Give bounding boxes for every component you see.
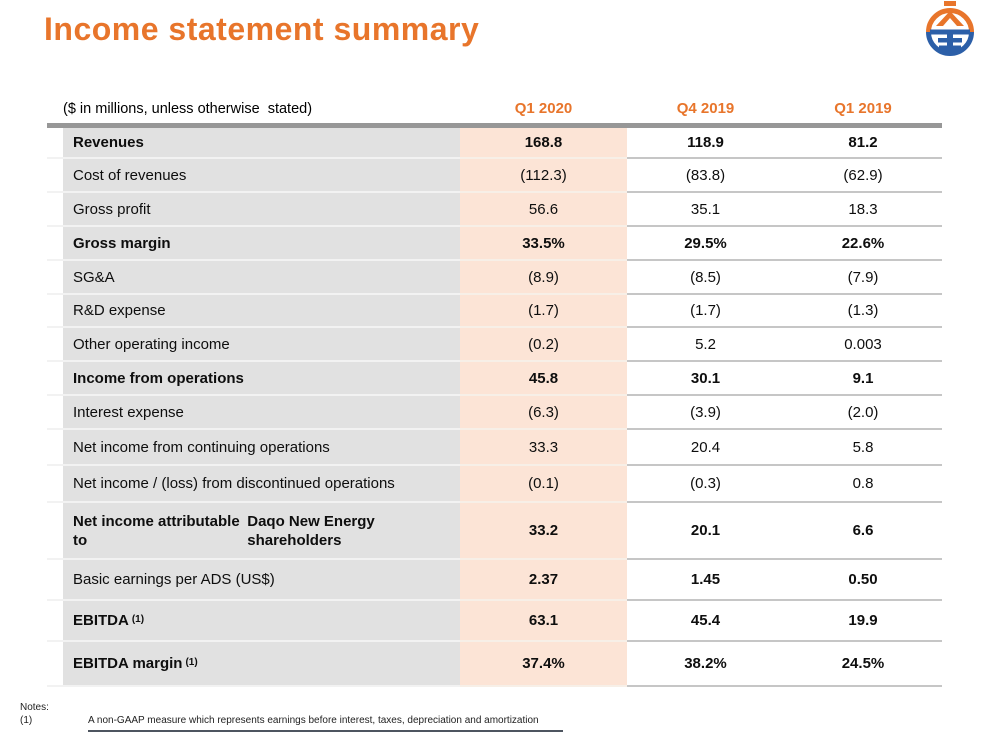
- table-header-row: ($ in millions, unless otherwise stated)…: [47, 95, 942, 123]
- cell-q4-2019: (83.8): [627, 159, 784, 193]
- cell-q1-2019: (2.0): [784, 396, 942, 430]
- cell-q1-2020: 33.2: [460, 503, 627, 560]
- cell-q1-2020: (6.3): [460, 396, 627, 430]
- cell-q4-2019: 20.1: [627, 503, 784, 560]
- cell-q4-2019: 118.9: [627, 128, 784, 159]
- unit-note: ($ in millions, unless otherwise stated): [63, 101, 313, 117]
- cell-q1-2019: 24.5%: [784, 642, 942, 687]
- cell-q1-2019: (1.3): [784, 295, 942, 328]
- cell-q1-2020: 33.5%: [460, 227, 627, 261]
- table-row: EBITDA (1) 63.1 45.4 19.9: [47, 601, 942, 642]
- table-row: Revenues 168.8 118.9 81.2: [47, 128, 942, 159]
- cell-q1-2020: (1.7): [460, 295, 627, 328]
- cell-q4-2019: (1.7): [627, 295, 784, 328]
- footnote-ref: (1): [185, 657, 198, 668]
- cell-q1-2019: 9.1: [784, 362, 942, 396]
- cell-q1-2019: 18.3: [784, 193, 942, 227]
- cell-q1-2019: (62.9): [784, 159, 942, 193]
- cell-q1-2020: 168.8: [460, 128, 627, 159]
- header-rule: [47, 123, 942, 128]
- footnote-ref: (1): [131, 614, 145, 625]
- row-label: R&D expense: [47, 295, 460, 328]
- note-text: A non-GAAP measure which represents earn…: [88, 715, 539, 726]
- row-label: Net income attributable to Daqo New Energ…: [47, 503, 460, 560]
- table-row: Net income attributable to Daqo New Energ…: [47, 503, 942, 560]
- cell-q1-2019: 0.8: [784, 466, 942, 503]
- row-label: Other operating income: [47, 328, 460, 362]
- table-row: Net income from continuing operations 33…: [47, 430, 942, 466]
- cell-q4-2019: 45.4: [627, 601, 784, 642]
- table-row: Cost of revenues (112.3) (83.8) (62.9): [47, 159, 942, 193]
- cell-q4-2019: (0.3): [627, 466, 784, 503]
- table-row: Income from operations 45.8 30.1 9.1: [47, 362, 942, 396]
- row-label: Gross margin: [47, 227, 460, 261]
- table-row: Gross profit 56.6 35.1 18.3: [47, 193, 942, 227]
- page-title: Income statement summary: [44, 11, 480, 47]
- table-row: Interest expense (6.3) (3.9) (2.0): [47, 396, 942, 430]
- cell-q1-2019: 6.6: [784, 503, 942, 560]
- table-row: R&D expense (1.7) (1.7) (1.3): [47, 295, 942, 328]
- column-header-q1-2019: Q1 2019: [834, 100, 892, 117]
- cell-q4-2019: 35.1: [627, 193, 784, 227]
- cell-q1-2020: 45.8: [460, 362, 627, 396]
- cell-q4-2019: (8.5): [627, 261, 784, 295]
- note-item: (1) A non-GAAP measure which represents …: [20, 715, 539, 727]
- cell-q4-2019: 29.5%: [627, 227, 784, 261]
- column-header-q1-2020: Q1 2020: [514, 100, 573, 117]
- row-label: EBITDA (1): [47, 601, 460, 642]
- cell-q1-2019: 19.9: [784, 601, 942, 642]
- cell-q4-2019: 20.4: [627, 430, 784, 466]
- row-label: Basic earnings per ADS (US$): [47, 560, 460, 601]
- cell-q1-2020: (112.3): [460, 159, 627, 193]
- cell-q4-2019: 30.1: [627, 362, 784, 396]
- row-label: Revenues: [47, 128, 460, 159]
- cell-q1-2020: 37.4%: [460, 642, 627, 687]
- cell-q1-2019: 0.003: [784, 328, 942, 362]
- cell-q1-2019: (7.9): [784, 261, 942, 295]
- table-row: Other operating income (0.2) 5.2 0.003: [47, 328, 942, 362]
- cell-q4-2019: 1.45: [627, 560, 784, 601]
- row-label: Net income from continuing operations: [47, 430, 460, 466]
- cell-q1-2020: (8.9): [460, 261, 627, 295]
- footer-rule: [88, 730, 563, 732]
- cell-q1-2020: 2.37: [460, 560, 627, 601]
- cell-q4-2019: 38.2%: [627, 642, 784, 687]
- table-row: Gross margin 33.5% 29.5% 22.6%: [47, 227, 942, 261]
- cell-q1-2020: 33.3: [460, 430, 627, 466]
- table-row: EBITDA margin (1) 37.4% 38.2% 24.5%: [47, 642, 942, 687]
- row-label: Income from operations: [47, 362, 460, 396]
- cell-q1-2020: 63.1: [460, 601, 627, 642]
- cell-q4-2019: 5.2: [627, 328, 784, 362]
- table-row: Net income / (loss) from discontinued op…: [47, 466, 942, 503]
- row-label: EBITDA margin (1): [47, 642, 460, 687]
- column-header-q4-2019: Q4 2019: [676, 100, 735, 117]
- row-label-line2: Daqo New Energy shareholders: [247, 512, 375, 549]
- table-row: SG&A (8.9) (8.5) (7.9): [47, 261, 942, 295]
- cell-q1-2020: (0.1): [460, 466, 627, 503]
- row-label: Cost of revenues: [47, 159, 460, 193]
- cell-q4-2019: (3.9): [627, 396, 784, 430]
- income-statement-table: ($ in millions, unless otherwise stated)…: [47, 95, 942, 687]
- row-label: Interest expense: [47, 396, 460, 430]
- cell-q1-2019: 81.2: [784, 128, 942, 159]
- row-label: SG&A: [47, 261, 460, 295]
- row-label: Net income / (loss) from discontinued op…: [47, 466, 460, 503]
- notes-block: Notes: (1) A non-GAAP measure which repr…: [20, 702, 539, 727]
- table-body: Revenues 168.8 118.9 81.2 Cost of revenu…: [47, 128, 942, 687]
- cell-q1-2019: 5.8: [784, 430, 942, 466]
- table-row: Basic earnings per ADS (US$) 2.37 1.45 0…: [47, 560, 942, 601]
- cell-q1-2020: 56.6: [460, 193, 627, 227]
- notes-heading: Notes:: [20, 702, 49, 713]
- cell-q1-2020: (0.2): [460, 328, 627, 362]
- cell-q1-2019: 22.6%: [784, 227, 942, 261]
- note-marker: (1): [20, 715, 33, 726]
- cell-q1-2019: 0.50: [784, 560, 942, 601]
- row-label: Gross profit: [47, 193, 460, 227]
- daqo-logo-icon: [926, 1, 974, 56]
